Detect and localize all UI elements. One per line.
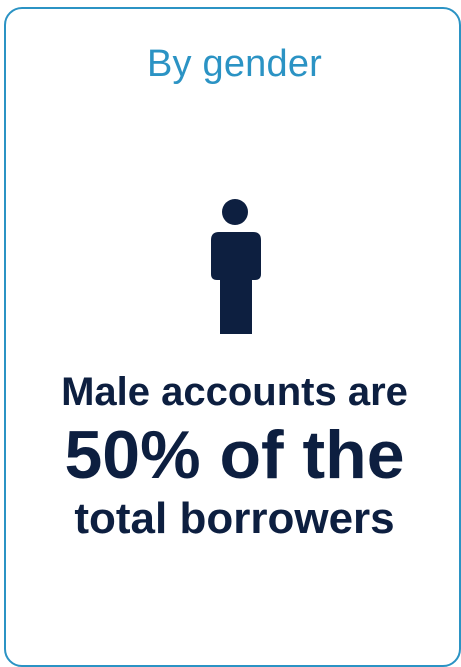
card-heading: By gender bbox=[146, 43, 323, 85]
stat-line: total borrowers bbox=[74, 494, 395, 543]
stat-line: Male accounts are bbox=[61, 370, 408, 414]
person-icon bbox=[211, 199, 261, 334]
gender-stat-card: By gender Male accounts are 50% of the t… bbox=[4, 7, 461, 667]
stat-percentage-line: 50% of the bbox=[64, 417, 405, 493]
